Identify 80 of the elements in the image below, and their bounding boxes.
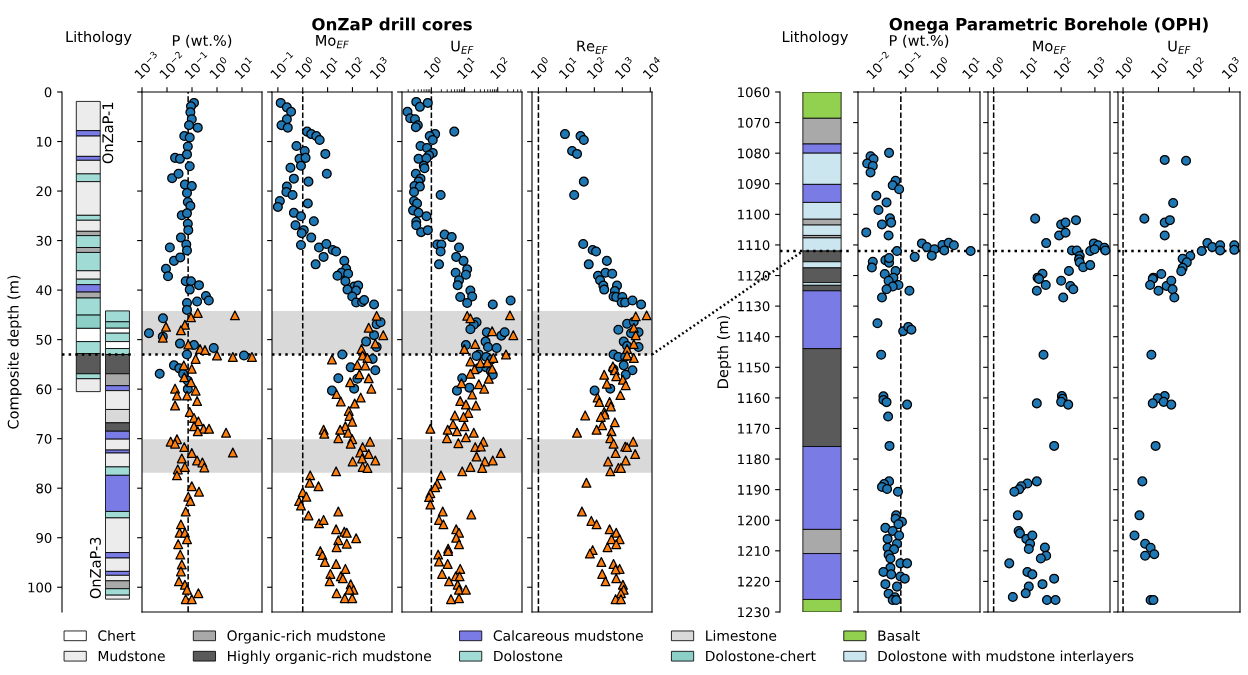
x-tick-label: 10$^{3}$ — [612, 56, 637, 80]
annotation: OnZaP-3 — [89, 537, 101, 599]
y-tick-label: 1170 — [738, 423, 770, 434]
legend-label: Mudstone — [98, 650, 165, 662]
x-axis-title: P (wt.%) — [172, 34, 232, 48]
x-tick-label: 10$^{3}$ — [1219, 56, 1244, 80]
y-tick-label: 40 — [36, 285, 52, 296]
legend-label: Basalt — [878, 630, 920, 641]
x-tick-label: 10$^{2}$ — [343, 56, 367, 80]
x-tick-label: 10$^{0}$ — [293, 56, 317, 80]
legend-label: Dolostone — [494, 650, 563, 662]
y-tick-label: 1060 — [738, 87, 770, 98]
legend-label: Organic-rich mudstone — [227, 630, 386, 644]
x-tick-label: 10$^{2}$ — [584, 56, 608, 80]
x-tick-label: 10$^{−1}$ — [896, 50, 925, 80]
y-tick-label: 1110 — [738, 240, 770, 251]
y-tick-label: 1210 — [738, 546, 770, 557]
legend-label: Dolostone-chert — [706, 650, 816, 662]
x-tick-label: 10$^{1}$ — [455, 56, 479, 80]
x-tick-label: 10$^{1}$ — [232, 56, 256, 80]
x-tick-label: 10$^{0}$ — [529, 56, 553, 80]
x-tick-label: 10$^{0}$ — [207, 56, 231, 80]
x-tick-label: 10$^{1}$ — [557, 56, 581, 80]
y-tick-label: 80 — [36, 483, 52, 494]
y-tick-label: 1140 — [738, 331, 770, 342]
x-tick-label: 10$^{3}$ — [367, 56, 392, 80]
y-tick-label: 20 — [36, 186, 52, 197]
x-tick-label: 10$^{−2}$ — [864, 50, 893, 80]
y-tick-label: 90 — [36, 532, 52, 543]
y-tick-label: 1180 — [738, 454, 770, 465]
y-tick-label: 1220 — [738, 576, 770, 587]
y-tick-label: 0 — [44, 87, 52, 98]
y-tick-label: 1100 — [738, 209, 770, 220]
y-axis-title: Depth (m) — [717, 315, 732, 388]
legend-label: Dolostone with mudstone interlayers — [878, 650, 1134, 664]
x-tick-label: 10$^{3}$ — [1085, 56, 1109, 80]
x-tick-label: 10$^{1}$ — [960, 56, 984, 80]
x-tick-label: 10$^{2}$ — [1184, 56, 1208, 80]
chart-title: Onega Parametric Borehole (OPH) — [889, 17, 1208, 34]
x-tick-label: 10$^{2}$ — [488, 56, 512, 80]
y-tick-label: 50 — [36, 334, 52, 345]
y-tick-label: 1080 — [738, 148, 770, 159]
x-tick-label: 10$^{0}$ — [984, 56, 1008, 80]
x-tick-label: 10$^{1}$ — [1149, 56, 1173, 80]
x-axis-title: Lithology — [782, 30, 849, 46]
y-tick-label: 70 — [36, 433, 52, 444]
annotation: OnZaP-1 — [102, 102, 114, 164]
y-tick-label: 1090 — [738, 178, 770, 189]
x-axis-title: Mo$_{EF}$ — [1033, 40, 1066, 54]
y-tick-label: 1150 — [738, 362, 770, 373]
y-tick-label: 1230 — [738, 607, 770, 618]
legend-label: Chert — [98, 630, 136, 641]
y-tick-label: 1070 — [738, 117, 770, 128]
x-axis-title: Re$_{EF}$ — [577, 40, 608, 54]
x-tick-label: 10$^{1}$ — [1018, 56, 1042, 80]
x-axis-title: P (wt.%) — [889, 34, 949, 48]
x-tick-label: 10$^{1}$ — [318, 56, 342, 80]
y-axis-title: Composite depth (m) — [7, 275, 22, 429]
x-axis-title: Mo$_{EF}$ — [316, 35, 349, 49]
x-tick-label: 10$^{4}$ — [640, 56, 665, 80]
y-tick-label: 100 — [28, 582, 52, 593]
y-tick-label: 1200 — [738, 515, 770, 526]
y-tick-label: 1130 — [738, 301, 770, 312]
x-tick-label: 10$^{0}$ — [1113, 56, 1137, 80]
x-axis-title: U$_{EF}$ — [1168, 40, 1191, 54]
legend-label: Highly organic-rich mudstone — [228, 650, 432, 664]
y-tick-label: 1160 — [738, 393, 770, 404]
x-tick-label: 10$^{0}$ — [421, 56, 446, 80]
y-tick-label: 10 — [36, 136, 52, 147]
x-tick-label: 10$^{0}$ — [928, 56, 952, 80]
legend-label: Limestone — [706, 630, 777, 641]
x-tick-label: 10$^{2}$ — [1051, 56, 1075, 80]
legend-label: Calcareous mudstone — [493, 630, 643, 641]
y-tick-label: 60 — [36, 384, 52, 395]
x-axis-title: U$_{EF}$ — [451, 40, 474, 54]
x-axis-title: Lithology — [66, 30, 132, 46]
y-tick-label: 1190 — [738, 484, 770, 495]
x-tick-label: 10$^{−1}$ — [270, 50, 294, 80]
chart-title: OnZaP drill cores — [312, 17, 472, 31]
y-tick-label: 30 — [36, 235, 52, 246]
